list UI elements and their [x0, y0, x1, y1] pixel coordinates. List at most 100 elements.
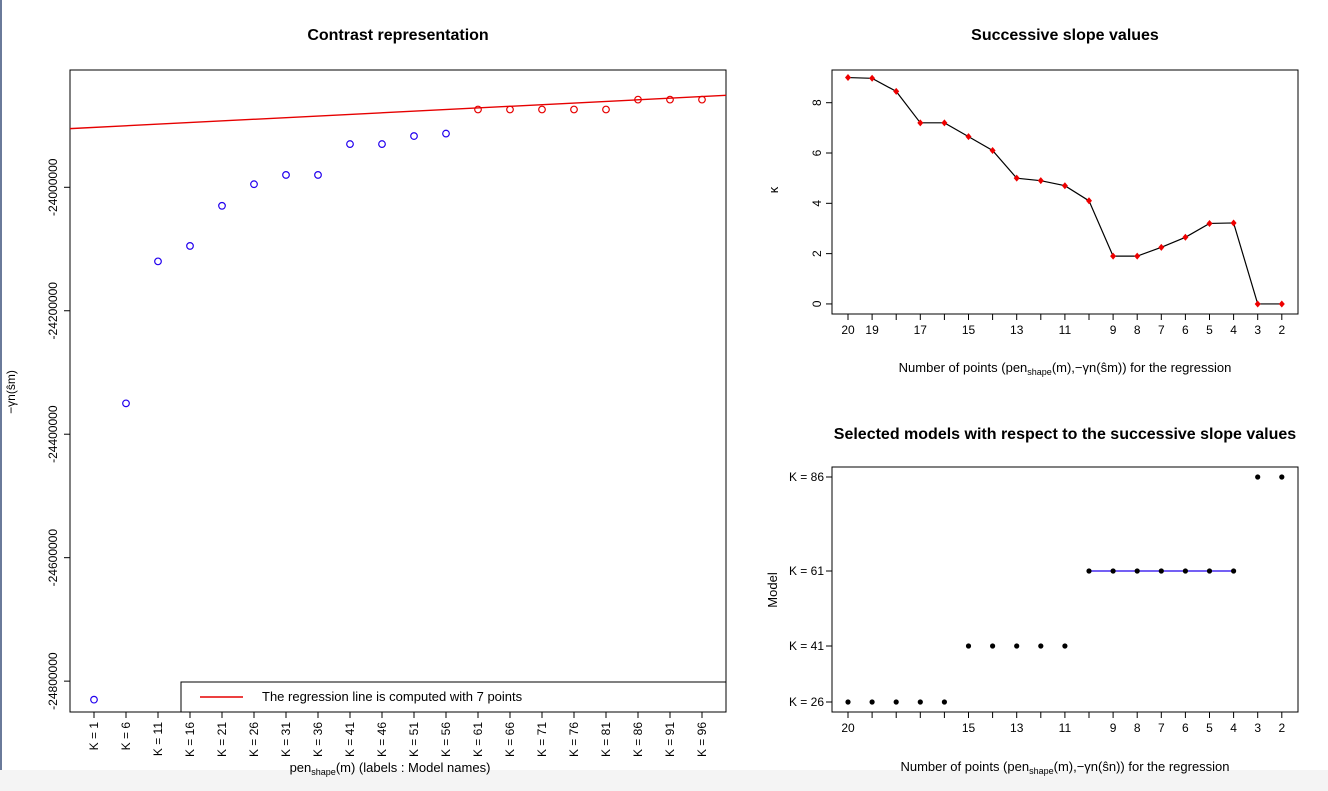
slope-point [1134, 252, 1141, 260]
slope-point [1206, 219, 1213, 227]
data-point-red [538, 105, 546, 114]
model-point [1134, 568, 1140, 574]
model-point [1014, 643, 1020, 649]
model-point [1255, 474, 1261, 480]
slope-point [869, 74, 876, 82]
data-point-blue [346, 140, 354, 148]
x-tick-label: K = 11 [151, 722, 165, 756]
y-tick-label: K = 61 [789, 564, 824, 578]
slope-point [893, 87, 900, 95]
chart1-y-axis: -24000000 -24200000 -24400000 -24600000 -248… [46, 158, 70, 710]
data-point-blue [250, 180, 258, 189]
slope-line [847, 76, 1282, 305]
y-tick-label: K = 41 [789, 639, 824, 653]
slope-point [1013, 174, 1020, 182]
data-point-blue [314, 171, 322, 179]
chart3-x-axis: 20 15 13 11 9 8 7 6 5 4 3 2 [841, 712, 1285, 735]
slope-point [1086, 197, 1092, 205]
slope-point [1254, 300, 1261, 308]
x-tick-label: K = 86 [631, 722, 645, 757]
data-point-blue [282, 171, 290, 179]
chart1-x-label-rest: (m) (labels : Model names) [336, 760, 491, 775]
x-tick-label: 19 [865, 323, 879, 337]
slope-point [1037, 177, 1044, 185]
y-tick-label: 0 [810, 300, 824, 307]
y-tick-label: K = 26 [789, 695, 824, 709]
x-tick-label: K = 81 [599, 722, 613, 757]
x-tick-label: K = 51 [407, 722, 421, 757]
x-tick-label: 9 [1110, 721, 1117, 735]
data-point-blue [122, 399, 130, 408]
x-tick-label: 8 [1134, 323, 1141, 337]
model-point [941, 699, 948, 705]
legend-label: The regression line is computed with 7 p… [262, 689, 523, 704]
chart2-y-axis: 0 2 4 6 8 [810, 99, 832, 307]
y-tick-label: -24200000 [46, 282, 60, 340]
chart3-y-axis: K = 26 K = 41 K = 61 K = 86 [789, 470, 832, 709]
model-point [845, 699, 851, 705]
chart1-points [90, 95, 706, 704]
model-point [1231, 568, 1237, 574]
window-bottom-strip [0, 770, 1328, 791]
x-tick-label: 20 [841, 323, 855, 337]
slope-point [1230, 219, 1237, 227]
x-tick-label: 13 [1010, 323, 1024, 337]
chart1-x-label: penshape(m) (labels : Model names) [290, 760, 491, 777]
slope-point [1182, 233, 1189, 241]
model-point [965, 643, 972, 649]
y-tick-label: -24400000 [46, 405, 60, 463]
y-tick-label: -24800000 [46, 652, 60, 710]
slope-point [965, 133, 972, 141]
x-tick-label: K = 21 [215, 722, 229, 757]
x-tick-label: 20 [841, 721, 855, 735]
model-point [1062, 643, 1068, 649]
x-tick-label: 6 [1182, 721, 1189, 735]
data-point-red [634, 95, 642, 104]
x-tick-label: 9 [1110, 323, 1117, 337]
x-tick-label: 15 [962, 323, 976, 337]
chart3-x-label-mid: (m),−γn(ŝn)) for the regression [1054, 759, 1230, 774]
y-tick-label: 2 [810, 250, 824, 257]
x-tick-label: K = 76 [567, 722, 581, 757]
chart3-x-label: Number of points (penshape(m),−γn(ŝn)) f… [900, 759, 1229, 776]
data-point-blue [186, 242, 194, 250]
chart2-x-label-prefix: Number of points (pen [899, 360, 1028, 375]
chart1-legend: The regression line is computed with 7 p… [180, 681, 727, 713]
y-tick-label: -24600000 [46, 529, 60, 587]
data-point-red [474, 105, 482, 114]
legend-box [180, 681, 727, 713]
data-point-blue [410, 132, 418, 140]
x-tick-label: K = 91 [663, 722, 677, 757]
chart2-y-label: κ [766, 186, 781, 193]
data-point-red [698, 95, 706, 104]
chart1-x-axis: K = 1 K = 6 K = 11 K = 16 K = 21 K = 26 K = 31… [87, 712, 709, 757]
slope-point [917, 119, 924, 127]
x-tick-label: K = 26 [247, 722, 261, 757]
y-tick-label: -24000000 [46, 158, 60, 216]
chart1-title: Contrast representation [307, 27, 488, 44]
x-tick-label: 5 [1206, 721, 1213, 735]
data-point-red [506, 105, 514, 114]
slope-point [845, 74, 851, 82]
data-point-blue [378, 140, 386, 148]
x-tick-label: K = 66 [503, 722, 517, 757]
x-tick-label: K = 71 [535, 722, 549, 757]
model-point [990, 643, 996, 649]
data-point-blue [218, 201, 226, 210]
slope-point [1061, 182, 1068, 190]
chart3-frame [831, 466, 1299, 713]
chart3-x-label-prefix: Number of points (pen [900, 759, 1029, 774]
data-point-red [666, 95, 674, 104]
x-tick-label: 15 [962, 721, 976, 735]
x-tick-label: 13 [1010, 721, 1024, 735]
chart1-x-label-main: pen [290, 760, 312, 775]
data-point-blue [90, 695, 98, 704]
chart3-title: Selected models with respect to the succ… [834, 426, 1297, 443]
chart2-x-label-mid: (m),−γn(ŝm)) for the regression [1052, 360, 1232, 375]
x-tick-label: 2 [1278, 721, 1285, 735]
slope-point [941, 119, 948, 127]
x-tick-label: 4 [1230, 323, 1237, 337]
chart2-x-axis: 20 19 17 15 13 11 9 8 7 6 5 4 3 2 [841, 314, 1285, 337]
model-point [917, 699, 923, 705]
